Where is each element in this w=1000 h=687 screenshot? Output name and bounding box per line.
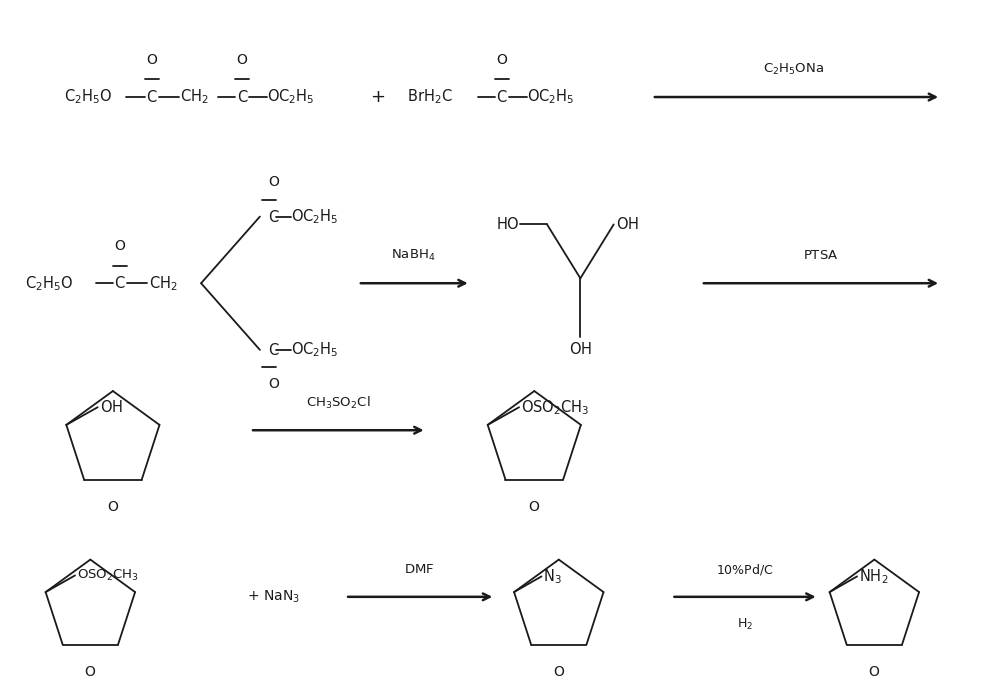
- Text: $\mathrm{O}$: $\mathrm{O}$: [107, 500, 119, 514]
- Text: $\mathrm{N_3}$: $\mathrm{N_3}$: [543, 567, 562, 586]
- Text: $\mathrm{OSO_2CH_3}$: $\mathrm{OSO_2CH_3}$: [77, 568, 139, 583]
- Text: $+$: $+$: [370, 88, 385, 106]
- Text: $\mathrm{O}$: $\mathrm{O}$: [114, 239, 126, 253]
- Text: $\mathrm{O}$: $\mathrm{O}$: [868, 665, 880, 679]
- Text: $\mathrm{PTSA}$: $\mathrm{PTSA}$: [803, 249, 838, 262]
- Text: $\mathrm{C}$: $\mathrm{C}$: [237, 89, 248, 105]
- Text: $\mathrm{C}$: $\mathrm{C}$: [268, 342, 279, 358]
- Text: $\mathrm{+\ NaN_3}$: $\mathrm{+\ NaN_3}$: [247, 589, 300, 605]
- Text: $\mathrm{OH}$: $\mathrm{OH}$: [100, 399, 123, 415]
- Text: $\mathrm{HO}$: $\mathrm{HO}$: [496, 216, 520, 232]
- Text: $\mathrm{OSO_2CH_3}$: $\mathrm{OSO_2CH_3}$: [521, 398, 589, 416]
- Text: $\mathrm{O}$: $\mathrm{O}$: [268, 175, 280, 190]
- Text: $\mathrm{10\%Pd/C}$: $\mathrm{10\%Pd/C}$: [716, 562, 774, 577]
- Text: $\mathrm{C}$: $\mathrm{C}$: [496, 89, 508, 105]
- Text: $\mathrm{NH_2}$: $\mathrm{NH_2}$: [859, 567, 889, 586]
- Text: $\mathrm{O}$: $\mathrm{O}$: [268, 377, 280, 391]
- Text: $\mathrm{OC_2H_5}$: $\mathrm{OC_2H_5}$: [291, 341, 339, 359]
- Text: $\mathrm{OC_2H_5}$: $\mathrm{OC_2H_5}$: [291, 207, 339, 226]
- Text: $\mathrm{O}$: $\mathrm{O}$: [84, 665, 96, 679]
- Text: $\mathrm{C_2H_5O}$: $\mathrm{C_2H_5O}$: [64, 88, 112, 106]
- Text: $\mathrm{NaBH_4}$: $\mathrm{NaBH_4}$: [391, 248, 436, 263]
- Text: $\mathrm{O}$: $\mathrm{O}$: [553, 665, 565, 679]
- Text: $\mathrm{CH_2}$: $\mathrm{CH_2}$: [180, 88, 209, 106]
- Text: $\mathrm{CH_2}$: $\mathrm{CH_2}$: [149, 274, 177, 293]
- Text: $\mathrm{CH_3SO_2Cl}$: $\mathrm{CH_3SO_2Cl}$: [306, 395, 371, 411]
- Text: $\mathrm{C_2H_5ONa}$: $\mathrm{C_2H_5ONa}$: [763, 62, 825, 77]
- Text: $\mathrm{C}$: $\mathrm{C}$: [268, 209, 279, 225]
- Text: $\mathrm{C}$: $\mathrm{C}$: [146, 89, 158, 105]
- Text: $\mathrm{O}$: $\mathrm{O}$: [528, 500, 540, 514]
- Text: $\mathrm{O}$: $\mathrm{O}$: [146, 53, 158, 67]
- Text: $\mathrm{OC_2H_5}$: $\mathrm{OC_2H_5}$: [267, 88, 314, 106]
- Text: $\mathrm{H_2}$: $\mathrm{H_2}$: [737, 617, 753, 632]
- Text: $\mathrm{O}$: $\mathrm{O}$: [236, 53, 248, 67]
- Text: $\mathrm{DMF}$: $\mathrm{DMF}$: [404, 563, 435, 576]
- Text: $\mathrm{C_2H_5O}$: $\mathrm{C_2H_5O}$: [25, 274, 73, 293]
- Text: $\mathrm{OH}$: $\mathrm{OH}$: [616, 216, 639, 232]
- Text: $\mathrm{BrH_2C}$: $\mathrm{BrH_2C}$: [407, 88, 453, 106]
- Text: $\mathrm{O}$: $\mathrm{O}$: [496, 53, 508, 67]
- Text: $\mathrm{OC_2H_5}$: $\mathrm{OC_2H_5}$: [527, 88, 575, 106]
- Text: $\mathrm{C}$: $\mathrm{C}$: [114, 275, 126, 291]
- Text: $\mathrm{OH}$: $\mathrm{OH}$: [569, 341, 592, 357]
